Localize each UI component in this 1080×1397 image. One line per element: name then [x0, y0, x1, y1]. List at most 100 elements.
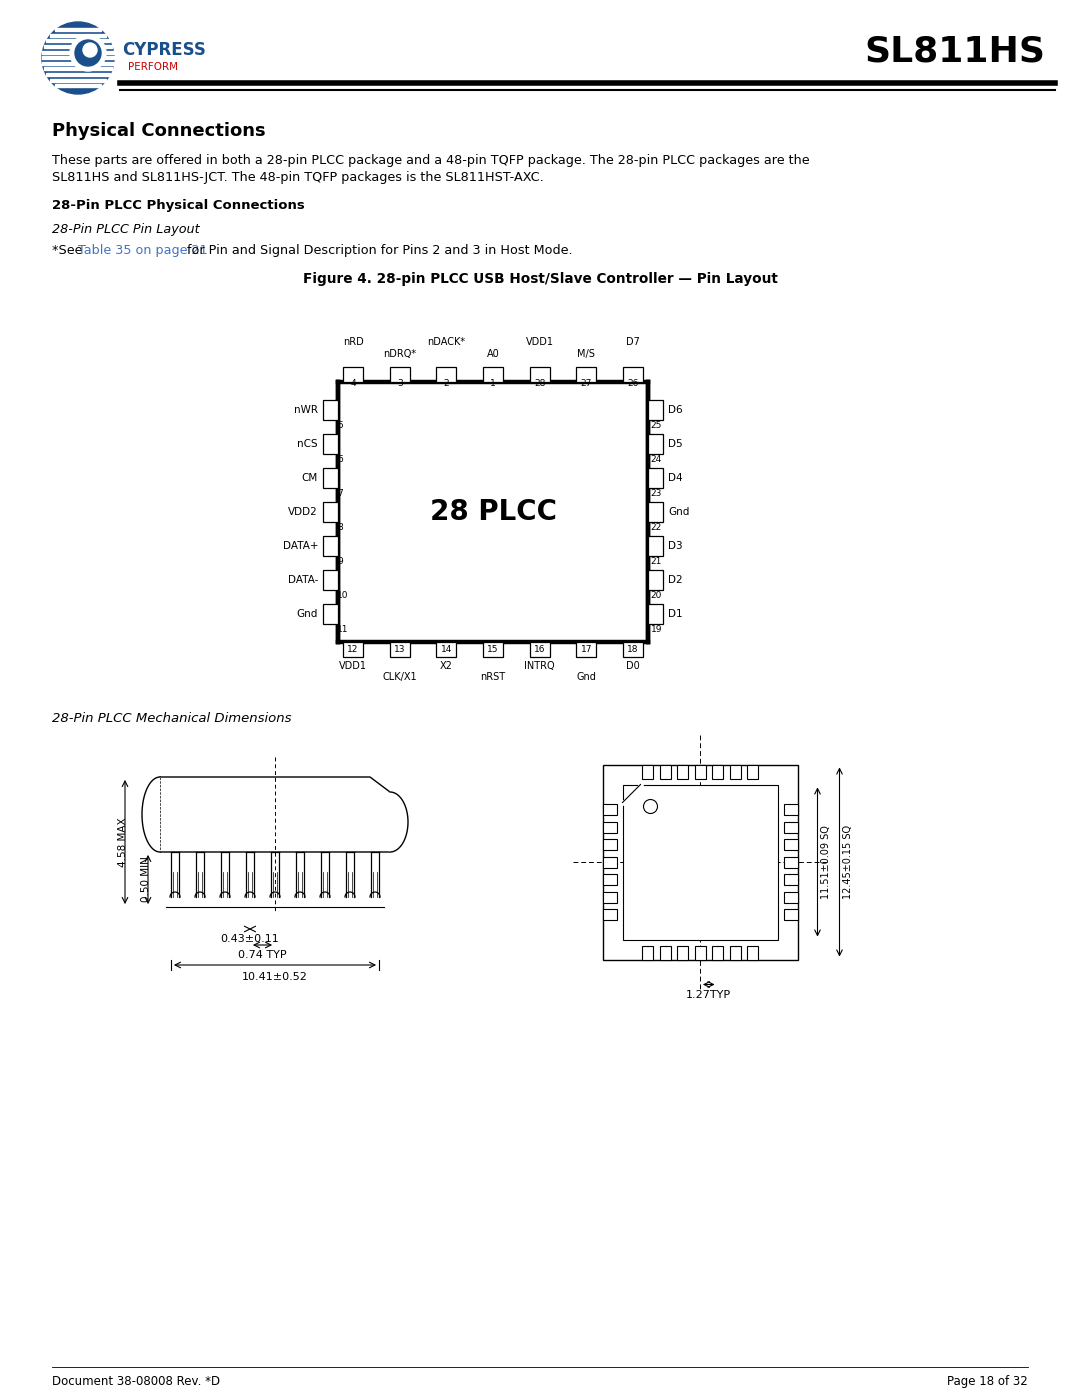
Polygon shape	[141, 777, 160, 852]
Text: 10: 10	[337, 591, 349, 599]
Text: M/S: M/S	[578, 349, 595, 359]
Bar	[390, 367, 409, 381]
Text: 28-Pin PLCC Pin Layout: 28-Pin PLCC Pin Layout	[52, 224, 200, 236]
Bar	[603, 891, 617, 902]
Text: CYPRESS: CYPRESS	[122, 41, 206, 59]
Text: D7: D7	[626, 337, 640, 346]
Bar	[323, 536, 338, 556]
Text: nWR: nWR	[294, 405, 318, 415]
Bar	[343, 643, 363, 657]
Bar	[660, 764, 671, 778]
Text: Table 35 on page 21: Table 35 on page 21	[78, 244, 207, 257]
Bar	[46, 73, 110, 75]
Text: VDD1: VDD1	[339, 661, 367, 671]
Text: 10.41±0.52: 10.41±0.52	[242, 972, 308, 982]
Bar	[642, 946, 653, 960]
Bar	[483, 367, 503, 381]
Bar	[677, 946, 688, 960]
Polygon shape	[160, 777, 390, 852]
Bar	[50, 78, 106, 81]
Bar	[390, 643, 409, 657]
Bar	[323, 468, 338, 488]
Bar	[747, 764, 758, 778]
Text: Gnd: Gnd	[297, 609, 318, 619]
Text: PERFORM: PERFORM	[129, 61, 178, 73]
Bar	[529, 367, 550, 381]
Bar	[323, 570, 338, 590]
Text: 7: 7	[337, 489, 342, 497]
Text: X2: X2	[440, 661, 453, 671]
Bar	[648, 400, 663, 420]
Circle shape	[644, 799, 658, 813]
Text: VDD2: VDD2	[288, 507, 318, 517]
Text: 2: 2	[444, 379, 449, 388]
Text: 25: 25	[650, 420, 662, 430]
Text: 14: 14	[441, 645, 453, 654]
Text: 13: 13	[394, 645, 405, 654]
Bar	[783, 805, 797, 814]
Text: 0.50 MIN: 0.50 MIN	[141, 856, 151, 902]
Bar	[483, 643, 503, 657]
Text: CM: CM	[301, 474, 318, 483]
Bar	[323, 502, 338, 522]
Bar	[648, 604, 663, 624]
Bar	[577, 367, 596, 381]
Text: D1: D1	[669, 609, 683, 619]
Text: *See: *See	[52, 244, 86, 257]
Bar	[694, 764, 705, 778]
Text: 22: 22	[651, 522, 662, 532]
Text: Gnd: Gnd	[669, 507, 689, 517]
Bar	[622, 785, 778, 940]
Bar	[648, 536, 663, 556]
Circle shape	[75, 41, 102, 66]
Text: for Pin and Signal Description for Pins 2 and 3 in Host Mode.: for Pin and Signal Description for Pins …	[183, 244, 572, 257]
Text: INTRQ: INTRQ	[525, 661, 555, 671]
Bar	[729, 946, 741, 960]
Bar	[694, 946, 705, 960]
Bar	[603, 840, 617, 849]
Circle shape	[42, 22, 114, 94]
Text: 24: 24	[651, 455, 662, 464]
Bar	[603, 764, 797, 960]
Bar	[648, 468, 663, 488]
Bar	[55, 28, 100, 31]
Bar	[42, 50, 113, 53]
Bar	[648, 434, 663, 454]
Bar	[50, 34, 106, 36]
Text: Figure 4. 28-pin PLCC USB Host/Slave Controller — Pin Layout: Figure 4. 28-pin PLCC USB Host/Slave Con…	[302, 272, 778, 286]
Text: 21: 21	[650, 557, 662, 566]
Text: nDACK*: nDACK*	[428, 337, 465, 346]
Text: D2: D2	[669, 576, 683, 585]
Bar	[783, 909, 797, 921]
Text: D0: D0	[626, 661, 639, 671]
Text: 12: 12	[348, 645, 359, 654]
Text: Physical Connections: Physical Connections	[52, 122, 266, 140]
Bar	[783, 856, 797, 868]
Bar	[729, 764, 741, 778]
Text: SL811HS and SL811HS-JCT. The 48-pin TQFP packages is the SL811HST-AXC.: SL811HS and SL811HS-JCT. The 48-pin TQFP…	[52, 170, 543, 184]
Text: 8: 8	[337, 522, 342, 532]
Text: Document 38-08008 Rev. *D: Document 38-08008 Rev. *D	[52, 1375, 220, 1389]
Bar	[577, 643, 596, 657]
Circle shape	[70, 35, 106, 71]
Bar	[55, 84, 100, 87]
Text: 6: 6	[337, 455, 342, 464]
Bar	[323, 434, 338, 454]
Text: 15: 15	[487, 645, 499, 654]
Text: 27: 27	[581, 379, 592, 388]
Bar	[46, 39, 110, 42]
Bar	[343, 367, 363, 381]
Text: 4: 4	[350, 379, 355, 388]
Bar	[648, 502, 663, 522]
Bar	[603, 821, 617, 833]
Text: D4: D4	[669, 474, 683, 483]
Text: 5: 5	[337, 420, 342, 430]
Bar	[323, 400, 338, 420]
Text: 23: 23	[650, 489, 662, 497]
Circle shape	[83, 43, 97, 57]
Text: SL811HS: SL811HS	[864, 35, 1045, 68]
Bar	[623, 643, 643, 657]
Bar	[603, 909, 617, 921]
Bar	[436, 643, 457, 657]
Text: VDD1: VDD1	[526, 337, 554, 346]
